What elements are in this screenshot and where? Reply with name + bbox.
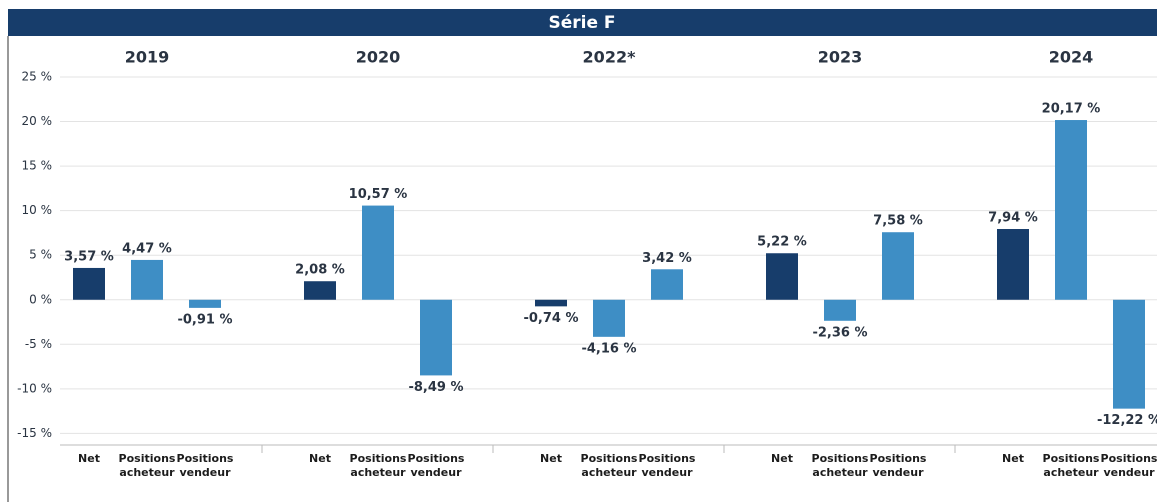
y-tick-label: 15 %	[22, 159, 53, 173]
data-label: -8,49 %	[408, 380, 463, 395]
x-tick-label: Positions acheteur	[811, 452, 869, 479]
y-tick-label: 0 %	[29, 292, 52, 306]
x-tick-label: Positions vendeur	[869, 452, 927, 479]
x-tick-label: Positions acheteur	[1042, 452, 1100, 479]
data-label: -4,16 %	[581, 341, 636, 356]
data-label: 5,22 %	[757, 235, 807, 250]
bar	[997, 229, 1029, 300]
bar	[824, 299, 856, 321]
group-label: 2024	[1049, 48, 1094, 67]
bar	[766, 253, 798, 300]
x-tick-label: Net	[771, 452, 793, 465]
bar	[420, 299, 452, 376]
x-tick-label: Net	[309, 452, 331, 465]
y-tick-label: 20 %	[22, 114, 53, 128]
bar	[882, 232, 914, 300]
data-label: 3,42 %	[642, 251, 692, 266]
group-label: 2022*	[583, 48, 637, 67]
bar	[1055, 120, 1087, 300]
group-label: 2023	[818, 48, 863, 67]
x-tick-label: Positions vendeur	[176, 452, 234, 479]
data-label: -0,91 %	[177, 312, 232, 327]
bar	[535, 299, 567, 307]
bar	[362, 205, 394, 300]
chart-title: Série F	[548, 13, 615, 33]
bar	[189, 299, 221, 308]
bar	[304, 281, 336, 300]
group-label: 2020	[356, 48, 401, 67]
data-label: -0,74 %	[523, 311, 578, 326]
x-tick-label: Positions acheteur	[580, 452, 638, 479]
bar	[73, 267, 105, 300]
data-label: 10,57 %	[349, 187, 408, 202]
data-label: 3,57 %	[64, 249, 114, 264]
x-tick-label: Positions vendeur	[638, 452, 696, 479]
x-tick-label: Positions vendeur	[1100, 452, 1157, 479]
group-label: 2019	[125, 48, 170, 67]
y-tick-label: -10 %	[17, 381, 52, 395]
data-label: 7,58 %	[873, 214, 923, 229]
bar	[593, 299, 625, 337]
x-tick-label: Positions acheteur	[118, 452, 176, 479]
y-tick-label: -15 %	[17, 426, 52, 440]
bar	[1113, 299, 1145, 409]
data-label: -2,36 %	[812, 325, 867, 340]
data-label: 7,94 %	[988, 211, 1038, 226]
title-bar	[8, 9, 1157, 36]
x-tick-label: Net	[1002, 452, 1024, 465]
data-label: -12,22 %	[1097, 413, 1157, 428]
data-label: 4,47 %	[122, 241, 172, 256]
bar	[131, 259, 163, 300]
x-tick-label: Net	[78, 452, 100, 465]
bar	[651, 269, 683, 300]
y-tick-label: 5 %	[29, 248, 52, 262]
y-tick-label: 25 %	[22, 70, 53, 84]
x-tick-label: Positions vendeur	[407, 452, 465, 479]
data-label: 2,08 %	[295, 263, 345, 278]
y-tick-label: 10 %	[22, 203, 53, 217]
data-label: 20,17 %	[1042, 102, 1101, 117]
x-tick-label: Positions acheteur	[349, 452, 407, 479]
x-tick-label: Net	[540, 452, 562, 465]
y-tick-label: -5 %	[25, 337, 52, 351]
